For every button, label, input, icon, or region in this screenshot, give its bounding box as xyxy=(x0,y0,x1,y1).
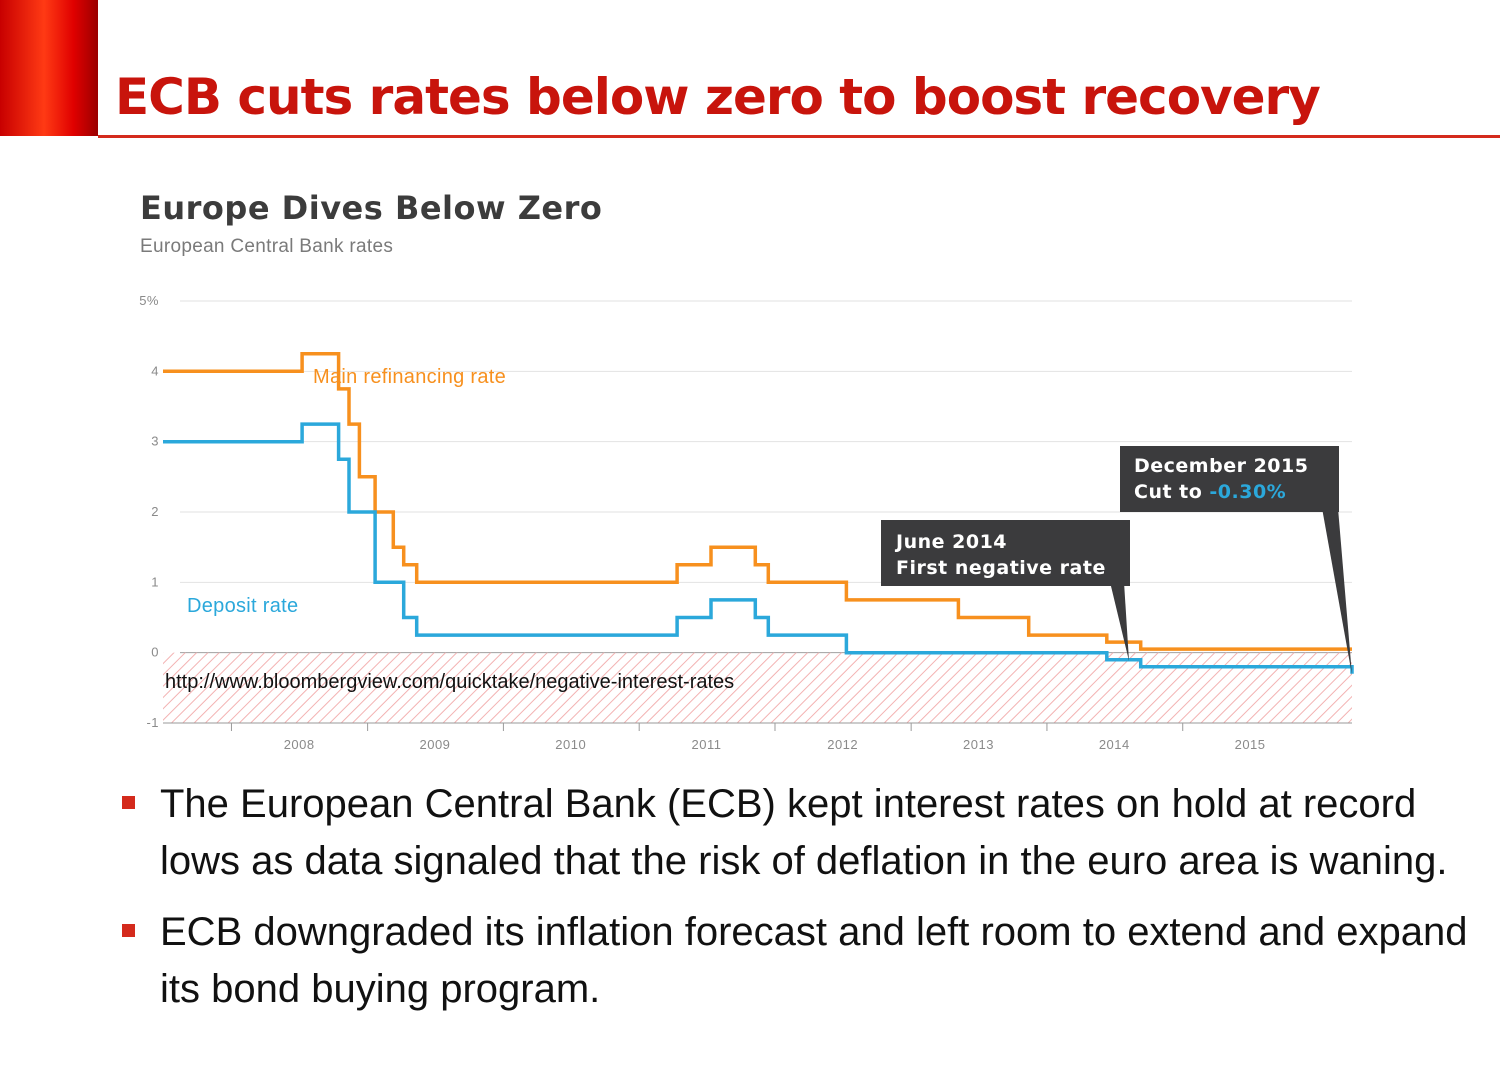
title-accent-bar xyxy=(0,0,98,136)
bullet-text: The European Central Bank (ECB) kept int… xyxy=(160,782,1448,883)
x-tick-label: 2011 xyxy=(692,737,722,752)
x-tick-label: 2014 xyxy=(1099,737,1130,752)
x-tick-label: 2012 xyxy=(827,737,858,752)
bullet-square-icon xyxy=(122,924,135,937)
bullet-item: The European Central Bank (ECB) kept int… xyxy=(118,776,1478,890)
y-tick-label: 3 xyxy=(151,434,159,449)
bullet-text: ECB downgraded its inflation forecast an… xyxy=(160,910,1468,1011)
title-divider xyxy=(98,135,1500,138)
annotation-december-2015-value: -0.30% xyxy=(1209,481,1286,503)
y-tick-label: 0 xyxy=(151,645,159,660)
source-url: http://www.bloombergview.com/quicktake/n… xyxy=(165,671,734,693)
x-tick-label: 2013 xyxy=(963,737,994,752)
slide-title: ECB cuts rates below zero to boost recov… xyxy=(115,68,1321,126)
chart-series xyxy=(163,352,1354,674)
annotation-june-2014-pointer xyxy=(1110,582,1129,661)
y-tick-label: 5% xyxy=(139,293,159,308)
x-tick-label: 2009 xyxy=(419,737,450,752)
annotation-june-2014-line2: First negative rate xyxy=(896,557,1106,579)
annotation-june-2014: June 2014 First negative rate xyxy=(881,520,1130,661)
annotation-december-2015-line2: Cut to -0.30% xyxy=(1134,481,1286,503)
main-refinancing-rate-line xyxy=(163,352,1352,651)
series-label-main-refinancing-rate: Main refinancing rate xyxy=(313,366,506,388)
annotation-december-2015-pointer xyxy=(1322,508,1352,675)
y-tick-label: 4 xyxy=(151,363,159,378)
x-tick-label: 2010 xyxy=(555,737,586,752)
deposit-rate-line xyxy=(163,422,1354,674)
y-tick-label: -1 xyxy=(146,715,159,730)
annotation-june-2014-box xyxy=(881,520,1130,586)
negative-rate-zone xyxy=(163,652,1352,723)
y-tick-label: 2 xyxy=(151,504,159,519)
y-tick-label: 1 xyxy=(151,574,159,589)
annotation-june-2014-line1: June 2014 xyxy=(894,531,1007,553)
x-tick-label: 2008 xyxy=(284,737,315,752)
series-label-deposit-rate: Deposit rate xyxy=(187,595,298,617)
annotation-december-2015: December 2015 Cut to -0.30% xyxy=(1120,446,1352,675)
bullet-list: The European Central Bank (ECB) kept int… xyxy=(118,776,1478,1032)
annotation-december-2015-prefix: Cut to xyxy=(1134,481,1209,503)
chart-title: Europe Dives Below Zero xyxy=(140,189,603,227)
annotation-december-2015-line1: December 2015 xyxy=(1134,455,1308,477)
chart-axes: 2008 2009 2010 2011 2012 2013 2014 2015 xyxy=(163,722,1352,752)
chart-subtitle: European Central Bank rates xyxy=(140,236,394,257)
annotation-december-2015-box xyxy=(1120,446,1339,512)
bullet-item: ECB downgraded its inflation forecast an… xyxy=(118,904,1478,1018)
x-tick-label: 2015 xyxy=(1235,737,1266,752)
bullet-square-icon xyxy=(122,796,135,809)
